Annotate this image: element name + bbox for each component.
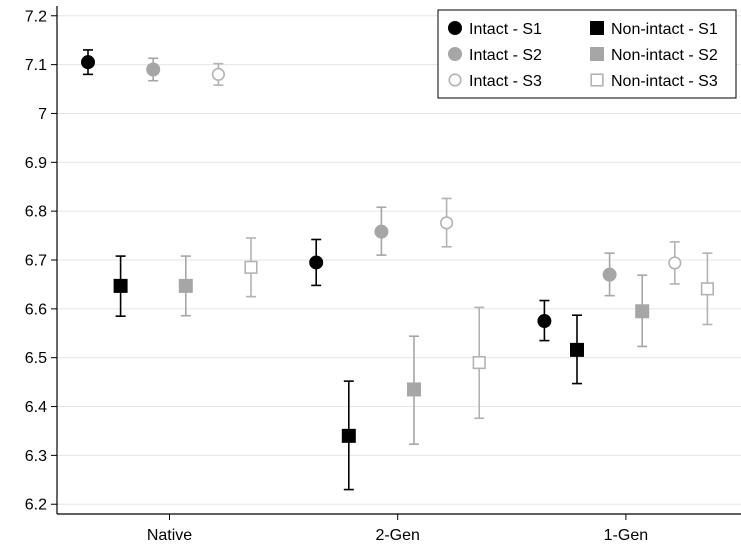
data-point — [407, 382, 421, 397]
y-tick-label: 6.5 — [25, 350, 47, 367]
legend-label: Intact - S1 — [469, 21, 542, 38]
data-point — [178, 278, 193, 293]
y-tick-label: 7.1 — [25, 57, 47, 74]
data-point — [211, 67, 225, 81]
y-tick-labels: 6.2 6.3 6.4 6.5 6.6 6.7 6.8 6.9 7 7.1 7.2 — [25, 8, 47, 513]
data-point — [440, 216, 454, 230]
y-tick-label: 6.7 — [25, 253, 47, 270]
data-point — [472, 355, 486, 370]
y-tick-label: 6.6 — [25, 301, 47, 318]
x-tick-label: 2-Gen — [375, 527, 419, 544]
data-point — [341, 428, 356, 443]
legend-label: Non-intact - S1 — [611, 21, 718, 38]
legend-label: Non-intact - S3 — [611, 73, 718, 90]
data-point — [668, 256, 682, 270]
y-tick-label: 7.2 — [25, 8, 47, 25]
series-group — [178, 255, 650, 445]
legend-box — [437, 9, 737, 99]
legend-label: Non-intact - S2 — [611, 47, 718, 64]
series-group — [211, 62, 682, 285]
legend-marker — [448, 21, 462, 35]
series-group — [113, 255, 584, 491]
legend-label: Intact - S2 — [469, 47, 542, 64]
data-marks — [81, 49, 714, 491]
data-point — [113, 278, 128, 293]
y-tick-label: 6.3 — [25, 448, 47, 465]
series-group — [81, 49, 552, 342]
data-point — [635, 304, 650, 319]
legend-marker — [448, 73, 462, 87]
data-point — [602, 267, 617, 282]
y-tick-label: 6.2 — [25, 497, 47, 514]
data-point — [146, 62, 161, 77]
series-group — [146, 57, 617, 297]
data-point — [81, 55, 95, 70]
x-tick-labels: Native 2-Gen 1-Gen — [147, 527, 648, 544]
y-tick-label: 6.4 — [25, 399, 47, 416]
legend-marker — [590, 73, 604, 87]
series-group — [244, 237, 714, 420]
legend-label: Intact - S3 — [469, 73, 542, 90]
y-tick-label: 7 — [38, 106, 47, 123]
legend-marker — [590, 47, 604, 61]
legend-marker — [590, 21, 604, 35]
y-tick-label: 6.8 — [25, 204, 47, 221]
data-point — [537, 314, 552, 329]
legend-marker — [448, 47, 462, 61]
data-point — [570, 342, 584, 357]
axes — [51, 6, 741, 520]
data-point — [309, 255, 324, 270]
data-point — [374, 224, 389, 239]
y-tick-label: 6.9 — [25, 155, 47, 172]
legend: Intact - S1 Non-intact - S1 Intact - S2 Non… — [437, 9, 737, 99]
data-point — [244, 260, 258, 274]
x-tick-label: Native — [147, 527, 192, 544]
data-point — [700, 282, 714, 296]
x-tick-label: 1-Gen — [604, 527, 648, 544]
